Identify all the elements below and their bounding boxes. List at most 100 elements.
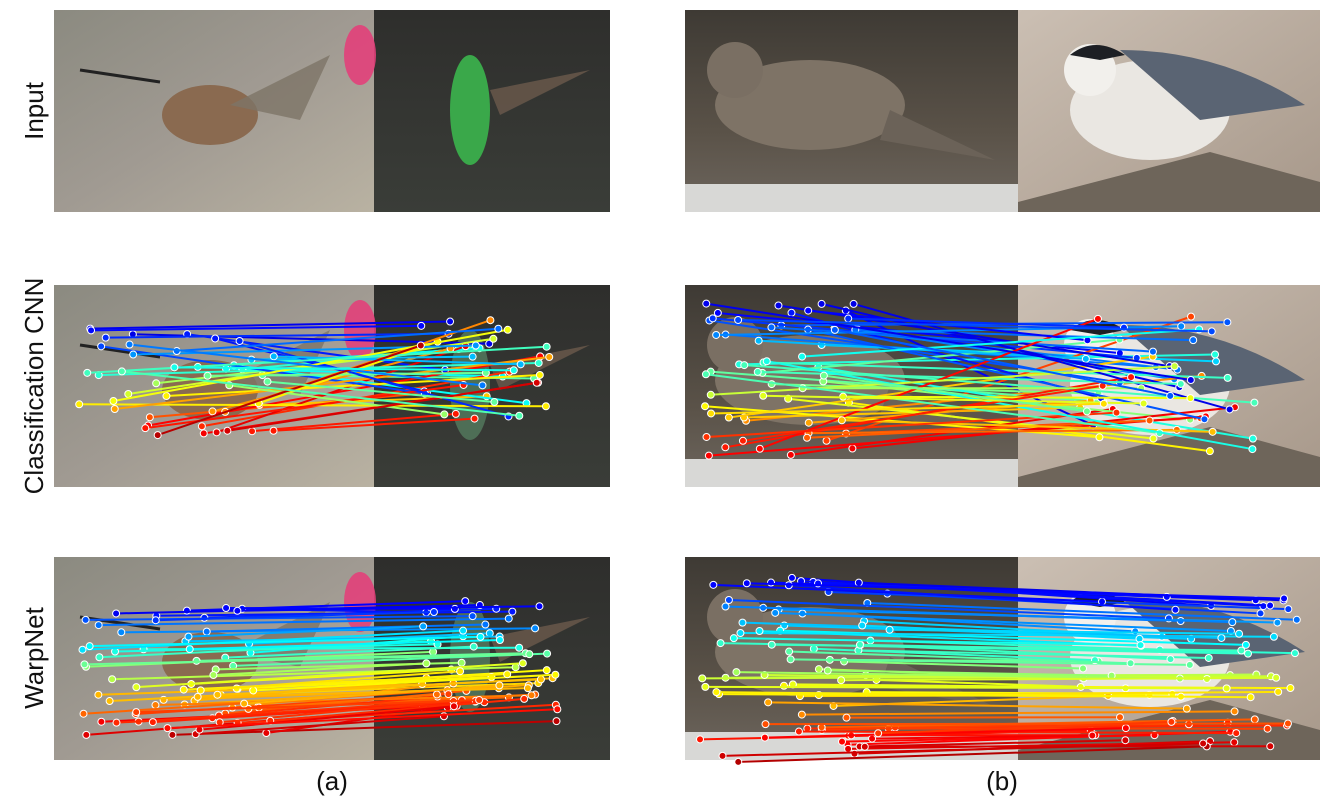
keypoint bbox=[838, 417, 845, 424]
keypoint bbox=[772, 609, 779, 616]
keypoint bbox=[430, 609, 437, 616]
keypoint bbox=[1284, 720, 1291, 727]
keypoint bbox=[861, 743, 868, 750]
keypoint bbox=[149, 719, 156, 726]
keypoint bbox=[1187, 395, 1194, 402]
keypoint bbox=[544, 650, 551, 657]
keypoint bbox=[1080, 665, 1087, 672]
correspondence-line bbox=[765, 724, 1287, 725]
keypoint bbox=[98, 343, 105, 350]
keypoint bbox=[1249, 435, 1256, 442]
figure: Input Classification CNN WarpNet (a) (b) bbox=[0, 0, 1328, 803]
keypoint bbox=[142, 425, 149, 432]
keypoint bbox=[823, 437, 830, 444]
keypoint bbox=[1251, 716, 1258, 723]
keypoint bbox=[845, 745, 852, 752]
keypoint bbox=[1233, 730, 1240, 737]
keypoint bbox=[209, 408, 216, 415]
keypoint bbox=[1270, 633, 1277, 640]
keypoint bbox=[708, 410, 715, 417]
hummingbird bbox=[162, 85, 258, 145]
keypoint bbox=[733, 669, 740, 676]
keypoint bbox=[1094, 315, 1101, 322]
keypoint bbox=[96, 654, 103, 661]
keypoint bbox=[1200, 740, 1207, 747]
keypoint bbox=[702, 683, 709, 690]
keypoint bbox=[1167, 392, 1174, 399]
keypoint bbox=[845, 315, 852, 322]
keypoint bbox=[1267, 743, 1274, 750]
keypoint bbox=[153, 380, 160, 387]
keypoint bbox=[739, 437, 746, 444]
row-label: Input bbox=[19, 81, 49, 140]
keypoint bbox=[1224, 319, 1231, 326]
keypoint bbox=[528, 692, 535, 699]
keypoint bbox=[737, 630, 744, 637]
keypoint bbox=[815, 666, 822, 673]
hummingbird bbox=[450, 55, 490, 165]
keypoint bbox=[420, 623, 427, 630]
keypoint bbox=[855, 579, 862, 586]
keypoint bbox=[186, 646, 193, 653]
keypoint bbox=[194, 693, 201, 700]
keypoint bbox=[697, 736, 704, 743]
keypoint bbox=[1249, 446, 1256, 453]
keypoint bbox=[447, 318, 454, 325]
keypoint bbox=[469, 613, 476, 620]
keypoint bbox=[110, 398, 117, 405]
keypoint bbox=[130, 351, 137, 358]
keypoint bbox=[743, 580, 750, 587]
keypoint bbox=[818, 300, 825, 307]
keypoint bbox=[197, 687, 204, 694]
keypoint bbox=[739, 619, 746, 626]
keypoint bbox=[472, 342, 479, 349]
keypoint bbox=[106, 698, 113, 705]
keypoint bbox=[762, 721, 769, 728]
keypoint bbox=[487, 317, 494, 324]
keypoint bbox=[1267, 602, 1274, 609]
photo bbox=[374, 285, 610, 487]
keypoint bbox=[445, 691, 452, 698]
keypoint bbox=[180, 686, 187, 693]
keypoint bbox=[102, 334, 109, 341]
keypoint bbox=[810, 645, 817, 652]
keypoint bbox=[1236, 630, 1243, 637]
keypoint bbox=[798, 711, 805, 718]
keypoint bbox=[95, 622, 102, 629]
keypoint bbox=[152, 702, 159, 709]
keypoint bbox=[831, 326, 838, 333]
keypoint bbox=[841, 658, 848, 665]
keypoint bbox=[756, 628, 763, 635]
keypoint bbox=[537, 676, 544, 683]
keypoint bbox=[1188, 313, 1195, 320]
keypoint bbox=[543, 667, 550, 674]
keypoint bbox=[1187, 377, 1194, 384]
keypoint bbox=[249, 428, 256, 435]
keypoint bbox=[1201, 416, 1208, 423]
keypoint bbox=[79, 646, 86, 653]
keypoint bbox=[490, 335, 497, 342]
keypoint bbox=[1218, 634, 1225, 641]
keypoint bbox=[709, 315, 716, 322]
keypoint bbox=[1208, 328, 1215, 335]
keypoint bbox=[780, 682, 787, 689]
keypoint bbox=[1190, 337, 1197, 344]
keypoint bbox=[504, 326, 511, 333]
keypoint bbox=[1082, 355, 1089, 362]
keypoint bbox=[703, 300, 710, 307]
keypoint bbox=[838, 677, 845, 684]
panel-label: (a) bbox=[316, 766, 348, 796]
keypoint bbox=[1136, 635, 1143, 642]
keypoint bbox=[264, 378, 271, 385]
keypoint bbox=[524, 685, 531, 692]
keypoint bbox=[1168, 718, 1175, 725]
keypoint bbox=[504, 671, 511, 678]
keypoint bbox=[496, 637, 503, 644]
keypoint bbox=[471, 415, 478, 422]
keypoint bbox=[460, 627, 467, 634]
keypoint bbox=[1113, 409, 1120, 416]
keypoint bbox=[768, 641, 775, 648]
keypoint bbox=[543, 343, 550, 350]
keypoint bbox=[126, 341, 133, 348]
keypoint bbox=[164, 725, 171, 732]
